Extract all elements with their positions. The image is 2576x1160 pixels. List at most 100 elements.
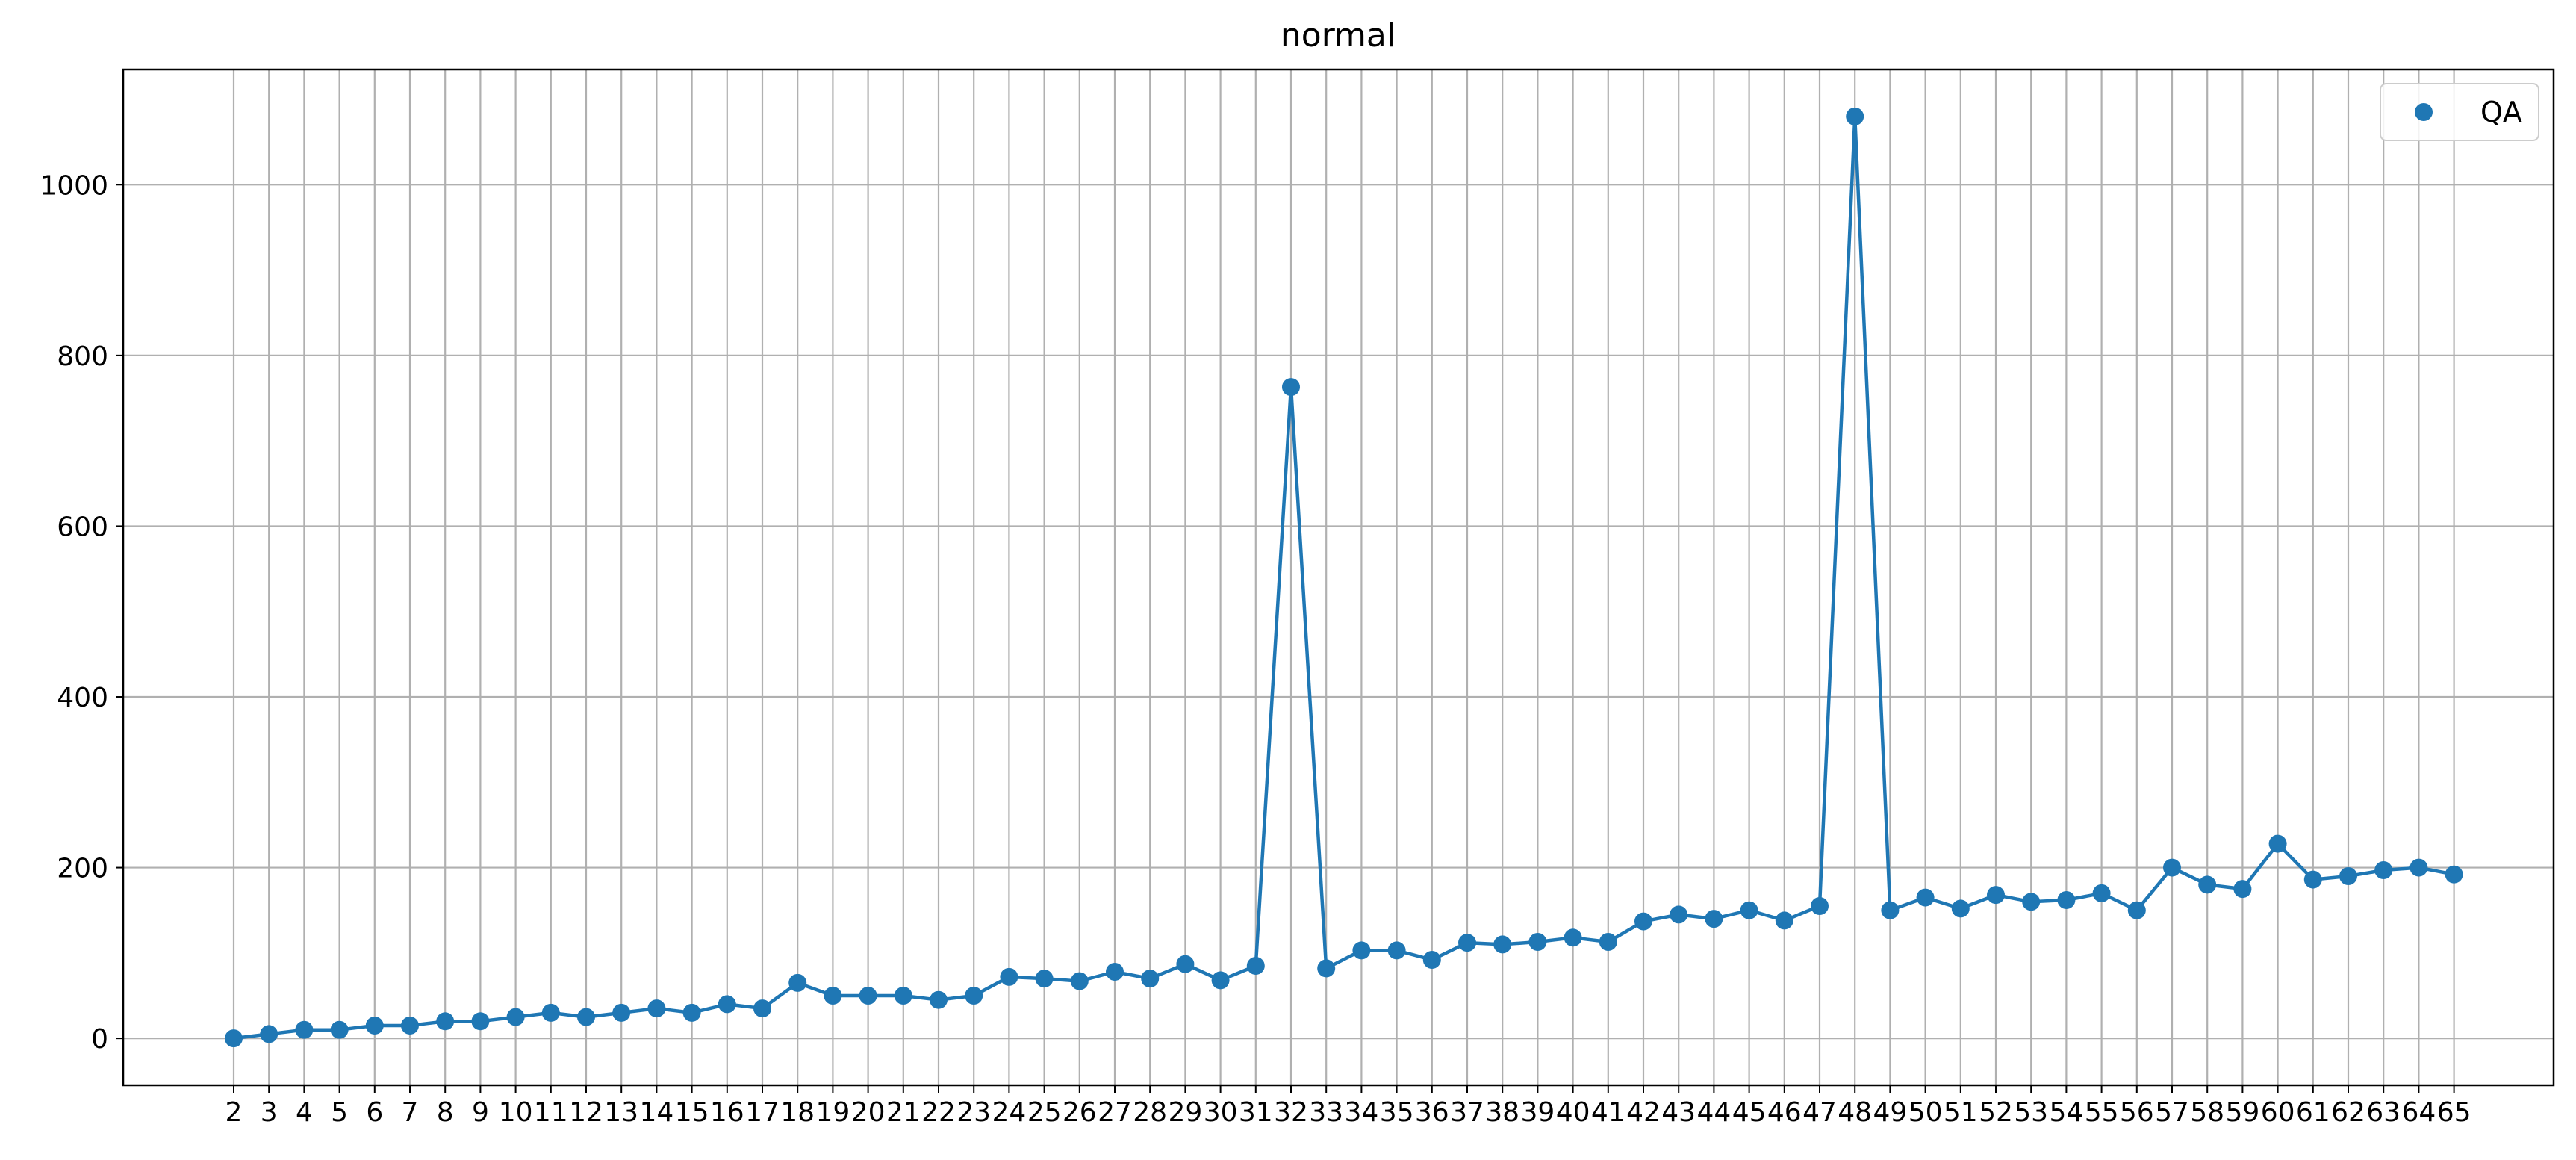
x-tick-label: 3 — [261, 1097, 278, 1128]
data-point — [2198, 875, 2217, 894]
x-tick-label: 50 — [1908, 1097, 1943, 1128]
y-tick-label: 600 — [57, 512, 108, 542]
data-point — [2092, 884, 2111, 902]
x-tick-label: 34 — [1344, 1097, 1378, 1128]
x-tick-label: 2 — [225, 1097, 243, 1128]
y-tick-label: 0 — [91, 1024, 108, 1055]
data-point — [2268, 834, 2287, 853]
data-point — [2303, 870, 2322, 889]
x-tick-label: 25 — [1027, 1097, 1062, 1128]
x-tick-label: 29 — [1168, 1097, 1202, 1128]
x-tick-label: 53 — [2014, 1097, 2048, 1128]
x-tick-label: 13 — [604, 1097, 638, 1128]
data-point — [682, 1003, 701, 1022]
data-point — [1422, 951, 1441, 969]
x-tick-label: 39 — [1520, 1097, 1555, 1128]
plot-frame — [122, 68, 2555, 1087]
data-point — [1775, 911, 1793, 930]
legend-box — [2380, 83, 2539, 141]
data-point — [1387, 941, 1406, 960]
data-point — [2057, 891, 2076, 909]
data-point — [930, 990, 948, 1009]
data-point — [1987, 886, 2005, 905]
data-point — [1634, 912, 1652, 931]
x-tick-label: 49 — [1873, 1097, 1907, 1128]
x-tick-label: 37 — [1450, 1097, 1484, 1128]
x-tick-label: 28 — [1133, 1097, 1167, 1128]
data-point — [1811, 897, 1829, 915]
x-tick-label: 57 — [2155, 1097, 2189, 1128]
data-point — [1000, 967, 1018, 986]
data-point — [1916, 888, 1935, 907]
data-point — [965, 987, 983, 1005]
data-point — [1740, 901, 1758, 919]
x-tick-label: 43 — [1661, 1097, 1696, 1128]
data-point — [2022, 893, 2041, 911]
series-layer — [225, 107, 2463, 1048]
x-tick-label: 40 — [1556, 1097, 1590, 1128]
data-point — [612, 1003, 631, 1022]
x-tick-label: 30 — [1204, 1097, 1238, 1128]
x-tick-label: 36 — [1415, 1097, 1449, 1128]
data-point — [2163, 858, 2181, 877]
x-tick-label: 26 — [1063, 1097, 1097, 1128]
x-tick-label: 54 — [2049, 1097, 2083, 1128]
x-tick-label: 60 — [2261, 1097, 2295, 1128]
data-point — [1106, 963, 1124, 981]
x-tick-label: 44 — [1696, 1097, 1731, 1128]
x-tick-label: 27 — [1098, 1097, 1132, 1128]
data-point — [1599, 933, 1617, 951]
data-point — [1141, 970, 1160, 988]
x-tick-label: 38 — [1485, 1097, 1519, 1128]
data-point — [295, 1020, 314, 1039]
x-tick-label: 51 — [1944, 1097, 1978, 1128]
data-point — [260, 1025, 279, 1043]
x-tick-label: 62 — [2331, 1097, 2365, 1128]
x-axis-ticks: 2 3 4 5 6 7 8 9 10 11 12 13 14 15 16 17 18 19 20 21 22 23 24 25… — [225, 1085, 2471, 1128]
y-tick-label: 1000 — [40, 170, 108, 201]
data-point — [577, 1008, 595, 1026]
x-tick-label: 22 — [921, 1097, 956, 1128]
data-point — [1705, 910, 1723, 928]
data-point — [824, 987, 842, 1005]
x-tick-label: 23 — [956, 1097, 991, 1128]
x-tick-label: 47 — [1802, 1097, 1837, 1128]
series-line-QA — [233, 114, 2455, 1040]
y-axis-ticks: 0 200 400 600 800 1000 — [40, 170, 123, 1055]
x-tick-label: 7 — [402, 1097, 419, 1128]
x-tick-label: 19 — [815, 1097, 850, 1128]
data-point — [2233, 880, 2252, 899]
data-point — [1282, 378, 1300, 397]
data-point — [330, 1020, 349, 1039]
x-tick-label: 20 — [851, 1097, 886, 1128]
x-tick-label: 56 — [2120, 1097, 2154, 1128]
data-point — [2374, 861, 2393, 879]
x-tick-label: 48 — [1838, 1097, 1872, 1128]
data-point — [1211, 971, 1230, 990]
data-point — [365, 1017, 384, 1035]
data-point — [2409, 858, 2428, 877]
data-point — [471, 1012, 490, 1031]
data-point — [1458, 934, 1476, 952]
x-tick-label: 17 — [745, 1097, 780, 1128]
data-point — [436, 1012, 455, 1031]
data-point — [541, 1003, 560, 1022]
x-tick-label: 12 — [569, 1097, 603, 1128]
data-point — [506, 1008, 525, 1026]
data-point — [1035, 970, 1054, 988]
x-tick-label: 5 — [331, 1097, 348, 1128]
data-point — [859, 987, 877, 1005]
grid — [123, 69, 2554, 1085]
x-tick-label: 52 — [1979, 1097, 2013, 1128]
data-point — [1352, 941, 1371, 960]
data-point — [753, 999, 771, 1018]
x-tick-label: 15 — [675, 1097, 709, 1128]
x-tick-label: 24 — [992, 1097, 1026, 1128]
data-point — [1528, 933, 1547, 951]
x-tick-label: 63 — [2366, 1097, 2401, 1128]
x-tick-label: 35 — [1380, 1097, 1414, 1128]
x-tick-label: 45 — [1732, 1097, 1767, 1128]
data-point — [401, 1017, 419, 1035]
x-tick-label: 18 — [780, 1097, 815, 1128]
